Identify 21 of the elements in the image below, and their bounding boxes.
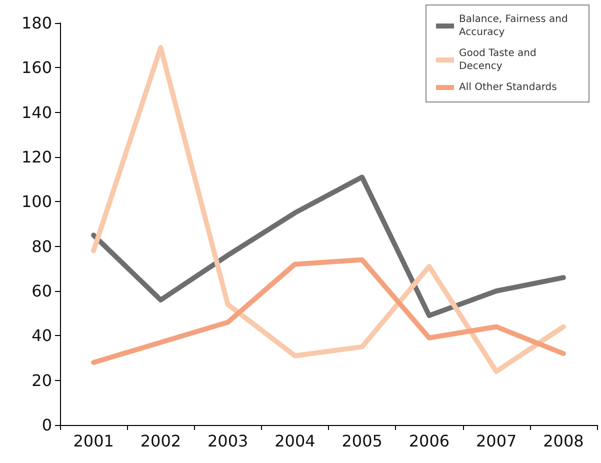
y-tick-label: 140 [21,102,52,122]
y-tick-label: 0 [42,416,52,434]
y-tick-label: 40 [32,326,52,346]
y-tick-label: 20 [32,370,52,390]
legend-label: All Other Standards [459,82,557,93]
y-tick-label: 80 [32,236,52,256]
x-tick-label: 2004 [274,432,316,450]
y-tick-label: 160 [21,58,52,78]
x-tick-label: 2008 [543,432,584,450]
y-tick-label: 60 [32,282,52,300]
x-tick-label: 2002 [140,432,182,450]
x-tick-label: 2007 [476,432,517,450]
x-tick-label: 2006 [408,432,450,450]
x-tick-label: 2005 [342,432,382,450]
y-tick-label: 100 [21,192,52,212]
x-tick-label: 2001 [73,432,114,450]
legend-label: Balance, Fairness and Accuracy [459,14,571,38]
x-tick-label: 2003 [207,432,248,450]
y-tick-label: 180 [21,14,52,32]
y-tick-label: 120 [21,148,52,166]
legend-label: Good Taste and Decency [459,48,540,72]
